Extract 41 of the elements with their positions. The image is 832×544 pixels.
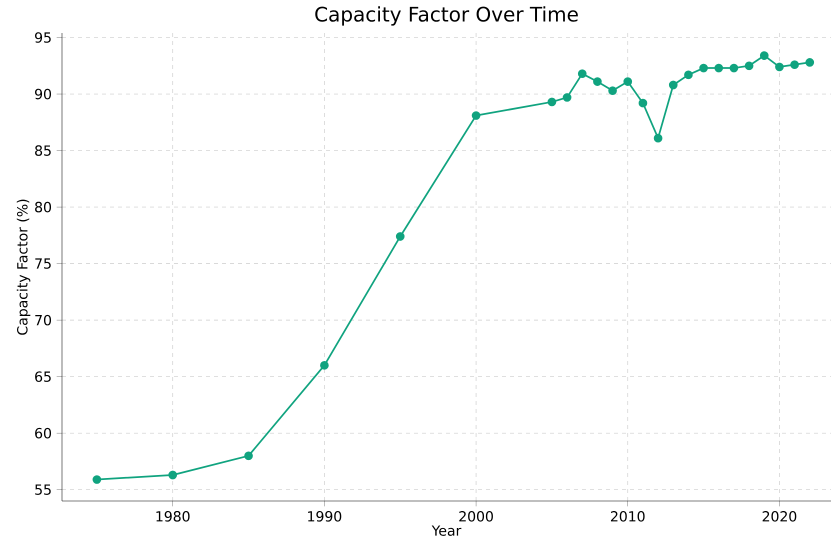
- y-tick-label: 55: [35, 484, 51, 495]
- y-tick-label: 90: [35, 88, 52, 100]
- x-tick-label: 2000: [459, 511, 493, 522]
- point: [548, 98, 556, 106]
- point: [562, 93, 572, 102]
- point: [638, 98, 648, 108]
- point: [744, 61, 754, 70]
- point: [593, 77, 602, 86]
- y-tick-label: 65: [35, 371, 51, 382]
- chart-title: Capacity Factor Over Time: [315, 6, 578, 26]
- point: [623, 77, 632, 86]
- y-axis-title: Capacity Factor (%): [16, 200, 30, 335]
- y-tick-label: 85: [35, 145, 51, 156]
- point: [320, 361, 329, 370]
- point: [396, 232, 405, 241]
- point: [578, 69, 587, 78]
- y-tick-label: 95: [35, 32, 51, 43]
- point: [92, 475, 102, 484]
- point: [760, 51, 769, 60]
- y-tick-label: 80: [35, 202, 52, 212]
- point: [790, 60, 799, 69]
- point: [684, 70, 693, 80]
- point: [668, 80, 678, 90]
- point: [699, 64, 708, 72]
- point: [775, 62, 784, 72]
- x-axis-title: Year: [432, 525, 462, 536]
- point: [244, 451, 253, 460]
- y-tick-label: 70: [35, 314, 52, 326]
- point: [168, 470, 178, 480]
- x-tick-label: 2010: [610, 511, 645, 522]
- x-tick-label: 2020: [762, 511, 796, 522]
- y-tick-label: 60: [35, 428, 52, 438]
- point: [714, 64, 724, 72]
- y-tick-label: 75: [35, 258, 51, 269]
- x-tick-label: 1990: [308, 511, 342, 522]
- point: [805, 58, 814, 67]
- point: [608, 86, 617, 95]
- x-tick-label: 1980: [156, 511, 190, 522]
- point: [654, 134, 662, 142]
- point: [730, 64, 738, 72]
- point: [472, 111, 480, 120]
